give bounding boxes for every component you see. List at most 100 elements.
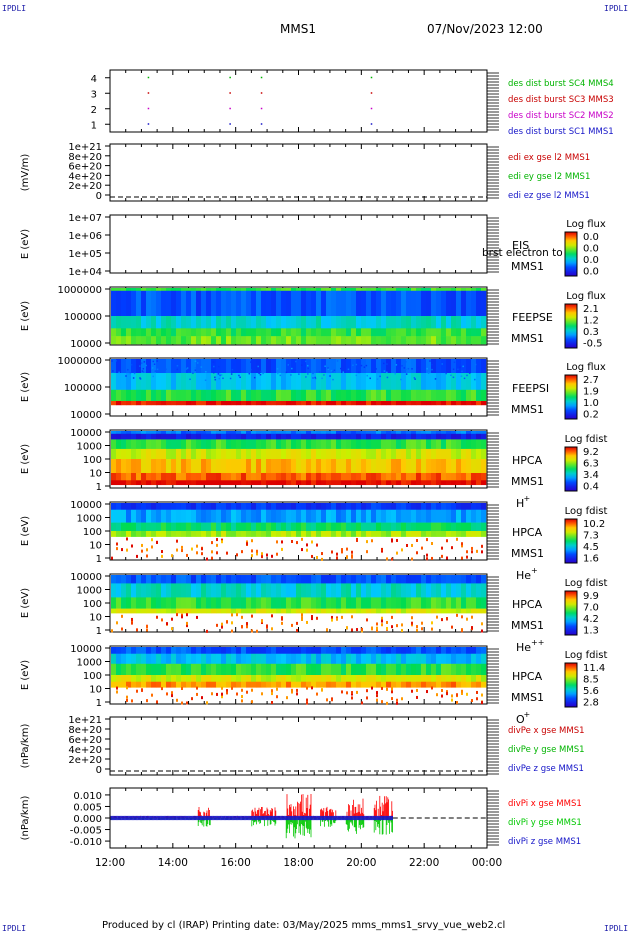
spectrogram-cell: [156, 359, 162, 374]
spectrogram-cell: [141, 509, 147, 523]
spectrogram-cell: [136, 531, 142, 537]
spectrogram-noise: [307, 373, 309, 375]
spectrogram-cell: [111, 480, 117, 486]
spectrogram-cell: [251, 583, 257, 598]
spectrogram-cell: [231, 290, 237, 317]
spectrogram-speckle: [241, 625, 243, 629]
spectrogram-noise: [194, 360, 197, 363]
spectrogram-speckle: [136, 689, 138, 693]
spectrogram-cell: [176, 575, 182, 584]
spectrogram-cell: [321, 509, 327, 523]
spectrogram-empty-region: [111, 613, 486, 631]
spectrogram-cell: [436, 459, 442, 474]
spectrogram-cell: [311, 431, 317, 435]
spectrogram-cell: [476, 583, 482, 598]
spectrogram-cell: [141, 336, 147, 345]
spectrogram-cell: [211, 433, 217, 440]
spectrogram-cell: [126, 439, 132, 450]
spectrogram-speckle: [321, 552, 323, 556]
spectrogram-cell: [171, 373, 177, 391]
spectrogram-cell: [356, 503, 362, 511]
spectrogram-speckle: [211, 550, 213, 554]
spectrogram-cell: [416, 373, 422, 391]
spectrogram-cell: [281, 653, 287, 665]
spectrogram-cell: [231, 448, 237, 460]
spectrogram-speckle: [461, 628, 463, 632]
spectrogram-speckle: [446, 539, 448, 543]
spectrogram-speckle: [251, 614, 253, 618]
spectrogram-speckle: [186, 701, 188, 705]
spectrogram-cell: [461, 647, 467, 655]
spectrogram-cell: [256, 439, 262, 450]
spectrogram-cell: [176, 509, 182, 523]
spectrogram-cell: [181, 473, 187, 481]
spectrogram-cell: [341, 653, 347, 665]
spectrogram-cell: [226, 448, 232, 460]
spectrogram-cell: [261, 608, 267, 614]
spectrogram-cell: [186, 288, 192, 292]
spectrogram-cell: [416, 522, 422, 532]
edi-y-tick-label: 0: [96, 191, 102, 202]
spectrogram-cell: [286, 359, 292, 374]
spectrogram-cell: [401, 509, 407, 523]
spectrogram-cell: [446, 509, 452, 523]
spectrogram-noise: [133, 372, 136, 375]
spectrogram-speckle: [306, 698, 308, 702]
spectrogram-cell: [436, 389, 442, 402]
spectrogram-cell: [331, 608, 337, 614]
spectrogram-speckle: [131, 621, 133, 625]
spectrogram-cell: [476, 597, 482, 609]
spectrogram-cell: [471, 448, 477, 460]
spectrogram-cell: [291, 663, 297, 676]
hpca-o-y-tick-label: 100: [83, 671, 102, 682]
spectrogram-cell: [271, 328, 277, 337]
spectrogram-cell: [436, 608, 442, 614]
spectrogram-cell: [131, 503, 137, 511]
spectrogram-cell: [321, 431, 327, 435]
spectrogram-cell: [466, 663, 472, 676]
spectrogram-cell: [226, 575, 232, 584]
spectrogram-cell: [471, 373, 477, 391]
spectrogram-speckle: [461, 542, 463, 546]
spectrogram-cell: [126, 288, 132, 292]
spectrogram-cell: [391, 459, 397, 474]
spectrogram-cell: [181, 448, 187, 460]
spectrogram-cell: [431, 480, 437, 486]
spectrogram-cell: [296, 509, 302, 523]
spectrogram-cell: [306, 675, 312, 683]
spectrogram-cell: [211, 401, 217, 406]
spectrogram-noise: [194, 369, 197, 371]
spectrogram-speckle: [251, 688, 253, 692]
spectrogram-cell: [241, 336, 247, 345]
spectrogram-cell: [116, 583, 122, 598]
spectrogram-cell: [296, 597, 302, 609]
spectrogram-cell: [241, 290, 247, 317]
spectrogram-cell: [176, 480, 182, 486]
spectrogram-speckle: [416, 628, 418, 632]
spectrogram-cell: [471, 336, 477, 345]
spectrogram-speckle: [321, 688, 323, 692]
spectrogram-cell: [386, 675, 392, 683]
spectrogram-cell: [281, 373, 287, 391]
spectrogram-cell: [316, 473, 322, 481]
spectrogram-cell: [461, 531, 467, 537]
spectrogram-cell: [206, 522, 212, 532]
spectrogram-speckle: [271, 554, 273, 558]
spectrogram-cell: [391, 509, 397, 523]
spectrogram-cell: [181, 328, 187, 337]
spectrogram-cell: [396, 531, 402, 537]
hpca-he-y-tick-label: 1: [96, 554, 102, 565]
spectrogram-noise: [474, 363, 477, 366]
spectrogram-cell: [151, 373, 157, 391]
spectrogram-cell: [311, 336, 317, 345]
spectrogram-cell: [161, 681, 167, 688]
spectrogram-noise: [230, 373, 233, 375]
spectrogram-cell: [176, 681, 182, 688]
spectrogram-cell: [196, 389, 202, 402]
spectrogram-cell: [351, 336, 357, 345]
spectrogram-cell: [441, 401, 447, 406]
spectrogram-cell: [366, 459, 372, 474]
spectrogram-cell: [361, 608, 367, 614]
spectrogram-cell: [396, 290, 402, 317]
legend-divPe-z-gse-MMS1: divPe z gse MMS1: [508, 764, 584, 774]
